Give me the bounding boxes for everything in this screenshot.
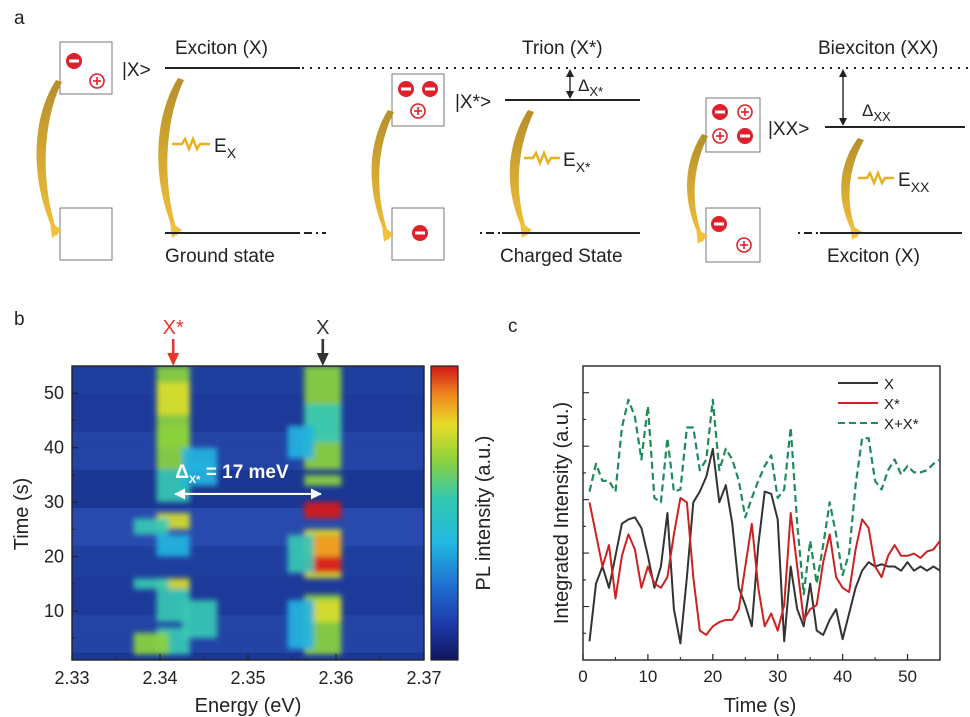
exciton-final-box (705, 207, 761, 263)
heatmap-cell (182, 600, 218, 639)
heatmap-cell (182, 464, 218, 486)
transition-arrow-icon (36, 80, 62, 236)
trion-state-label: Trion (X*) (522, 38, 603, 59)
series-line-3 (588, 398, 941, 596)
ground-state-label: Ground state (165, 246, 275, 267)
decay-arrow-icon (841, 138, 864, 238)
x-tick-label: 2.37 (406, 668, 441, 688)
panel-label-c: c (508, 316, 518, 337)
transition-arrow-icon (371, 110, 394, 240)
electron-icon (712, 104, 728, 120)
panel-label-a: a (14, 8, 25, 29)
electron-icon (422, 81, 438, 97)
x-tick-label: 2.34 (142, 668, 177, 688)
y-tick-label: 40 (44, 438, 64, 458)
trion-delta-label: ΔX* (578, 76, 603, 99)
legend: X X* X+X* (838, 376, 919, 433)
heatmap-cell (133, 632, 169, 655)
photon-icon (172, 135, 210, 153)
exciton-ket: |X> (122, 60, 151, 81)
biexciton-box (705, 97, 761, 153)
exciton-energy-label: EX (214, 136, 237, 161)
hole-icon (410, 103, 426, 119)
heatmap-cell (133, 518, 169, 535)
y-tick-label: 30 (44, 492, 64, 512)
heatmap-cell (156, 578, 190, 590)
electron-icon (66, 53, 82, 69)
x-tick-label: 20 (703, 667, 722, 686)
splitting-annotation: ΔX* = 17 meV (174, 462, 322, 500)
x-tick-label: 40 (833, 667, 852, 686)
ground-box (59, 207, 113, 261)
heatmap-cell (287, 534, 314, 573)
legend-label: X (884, 376, 894, 393)
x-tick-label: 2.35 (230, 668, 265, 688)
electron-icon (711, 216, 727, 232)
biexciton-ket: |XX> (768, 119, 809, 140)
hole-icon (712, 128, 728, 144)
y-tick-label: 20 (44, 547, 64, 567)
exciton-state-label: Exciton (X) (175, 38, 268, 59)
electron-icon (737, 128, 753, 144)
hole-icon (89, 73, 105, 89)
decay-arrow-icon (158, 78, 184, 236)
heatmap-cell (156, 534, 190, 557)
panel-a: a Exciton (X) |X> EX Ground state Trion … (14, 8, 970, 267)
exciton-box (59, 41, 113, 95)
legend-label: X+X* (884, 416, 919, 433)
x-tick-label: 30 (768, 667, 787, 686)
colorbar (430, 365, 459, 661)
x-tick-label: 50 (898, 667, 917, 686)
hole-icon (736, 237, 752, 253)
series-line-2 (588, 497, 941, 636)
x-tick-label: 2.36 (318, 668, 353, 688)
y-tick-label: 10 (44, 601, 64, 621)
heatmap-y-label: Time (s) (11, 478, 33, 551)
heatmap-cell (304, 474, 342, 486)
heatmap-axes: 2.33 2.34 2.35 2.36 2.37 10 20 30 40 50 (44, 383, 442, 688)
x-tick-label: 10 (638, 667, 657, 686)
heatmap-cell (287, 600, 314, 650)
line-plot-axes: 0 10 20 30 40 50 (578, 392, 917, 686)
biexciton-state-label: Biexciton (XX) (818, 38, 938, 59)
heatmap-cell (133, 578, 169, 590)
series-line-1 (588, 447, 941, 645)
trion-energy-label: EX* (563, 150, 591, 175)
line-plot-frame (582, 365, 941, 661)
panel-c: c 0 10 20 30 40 50 X X* X+X* Time (s) Integrate… (508, 316, 941, 717)
photon-icon (524, 149, 560, 167)
line-plot-x-label: Time (s) (724, 695, 797, 717)
line-plot-y-label: Integrated Intensity (a.u.) (551, 402, 573, 624)
peak-label: X (316, 317, 329, 339)
y-tick-label: 50 (44, 383, 64, 403)
panel-b: b 2.33 2.34 2.35 2.36 2.37 10 20 30 40 50 Energy … (11, 309, 495, 717)
hole-icon (737, 104, 753, 120)
splitting-label: ΔX* = 17 meV (175, 462, 289, 486)
peak-markers: X* X (163, 317, 329, 366)
biexciton-delta-label: ΔXX (862, 101, 891, 124)
legend-label: X* (884, 396, 900, 413)
heatmap-x-label: Energy (eV) (195, 695, 302, 717)
heatmap (72, 366, 424, 660)
heatmap-cell (287, 425, 314, 459)
transition-arrow-icon (687, 134, 708, 242)
peak-label: X* (163, 317, 184, 339)
biexciton-energy-label: EXX (898, 170, 930, 195)
panel-label-b: b (14, 309, 25, 330)
decay-arrow-icon (509, 110, 534, 236)
heatmap-cell (156, 382, 190, 415)
x-tick-label: 0 (578, 667, 587, 686)
heatmap-cell (304, 502, 342, 519)
heatmap-cell (156, 425, 190, 448)
colorbar-label: PL intensity (a.u.) (473, 436, 495, 591)
electron-icon (398, 81, 414, 97)
trion-ket: |X*> (455, 92, 491, 113)
electron-icon (412, 225, 428, 241)
charged-state-label: Charged State (500, 246, 623, 267)
x-tick-label: 2.33 (54, 668, 89, 688)
line-plot-series (588, 398, 941, 645)
exciton-final-label: Exciton (X) (827, 246, 920, 267)
photon-icon (858, 169, 894, 187)
